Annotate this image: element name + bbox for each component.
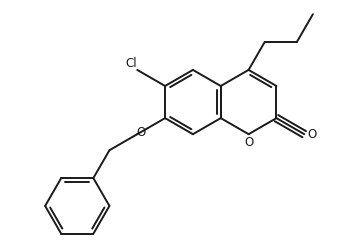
Text: O: O [244, 136, 253, 149]
Text: O: O [308, 128, 317, 141]
Text: Cl: Cl [126, 57, 137, 70]
Text: O: O [136, 126, 145, 139]
